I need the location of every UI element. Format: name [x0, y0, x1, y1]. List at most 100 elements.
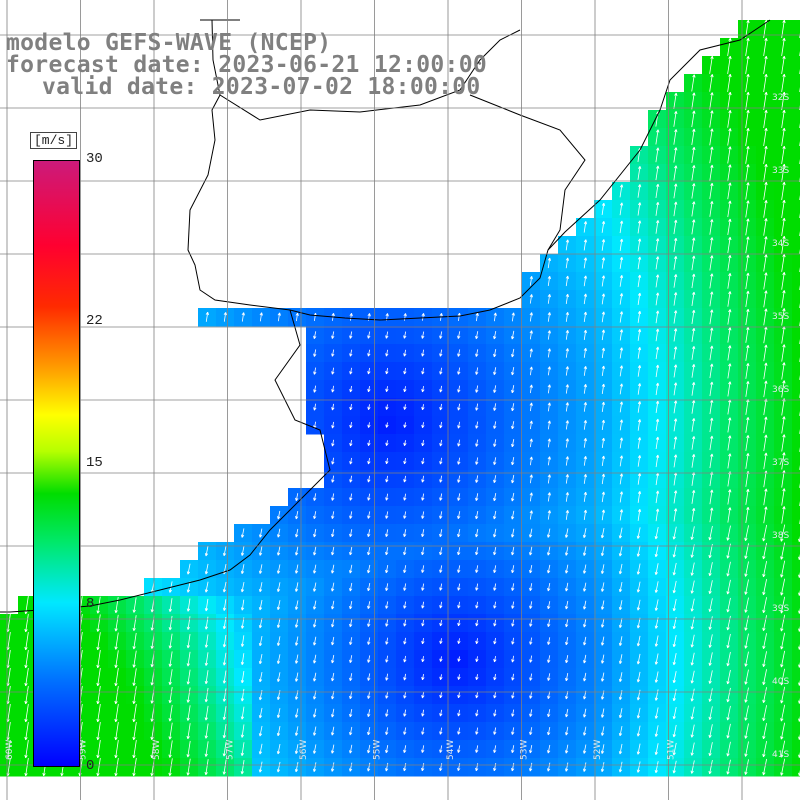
wind-arrow [385, 619, 389, 627]
wind-arrow [672, 635, 677, 648]
wind-arrow [439, 493, 443, 501]
wind-arrow [529, 420, 533, 430]
wind-arrow [673, 364, 678, 378]
wind-arrow [168, 722, 173, 740]
wind-arrow [511, 330, 515, 340]
wind-arrow [475, 349, 479, 357]
wind-arrow [673, 418, 678, 432]
wind-arrow [240, 742, 245, 756]
wind-arrow [493, 619, 497, 627]
wind-arrow [763, 236, 768, 254]
wind-arrow [331, 708, 335, 718]
wind-arrow [655, 454, 660, 468]
wind-arrow [96, 614, 101, 632]
wind-arrow [600, 708, 605, 718]
wind-arrow [654, 725, 659, 737]
wind-arrow [601, 473, 606, 485]
wind-arrow [583, 257, 588, 269]
wind-arrow [96, 686, 101, 705]
wind-arrow [529, 438, 533, 448]
wind-arrow [672, 742, 677, 756]
wind-arrow [313, 546, 317, 556]
wind-arrow [673, 110, 678, 127]
wind-arrow [511, 601, 515, 609]
wind-arrow [439, 691, 443, 699]
wind-arrow [709, 255, 714, 271]
wind-arrow [493, 421, 497, 429]
wind-arrow [762, 597, 767, 614]
wind-arrow [781, 380, 786, 398]
wind-arrow [564, 762, 569, 772]
wind-arrow [240, 564, 245, 575]
wind-arrow [600, 527, 605, 539]
wind-arrow [294, 654, 299, 664]
wind-arrow [781, 362, 786, 380]
wind-arrow [186, 616, 191, 630]
wind-arrow [421, 637, 425, 645]
wind-arrow [457, 511, 461, 520]
wind-arrow [313, 654, 317, 664]
wind-arrow [763, 416, 768, 434]
wind-arrow [493, 528, 497, 538]
wind-arrow [349, 673, 353, 682]
wind-cell [792, 146, 800, 165]
wind-arrow [367, 457, 371, 465]
wind-arrow [637, 419, 642, 431]
wind-arrow [421, 745, 425, 753]
wind-arrow [655, 382, 660, 396]
wind-arrow [636, 743, 641, 755]
wind-arrow [547, 762, 551, 772]
wind-arrow [637, 473, 642, 485]
wind-arrow [763, 163, 768, 182]
wind-arrow [636, 599, 641, 611]
lat-label: 36S [772, 385, 789, 395]
wind-arrow [745, 326, 750, 343]
wind-arrow [691, 273, 696, 289]
wind-arrow [691, 345, 696, 360]
wind-arrow [168, 704, 173, 722]
wind-arrow [565, 582, 569, 592]
wind-arrow [511, 727, 515, 735]
wind-arrow [781, 163, 786, 182]
wind-arrow [672, 724, 677, 738]
wind-arrow [403, 422, 407, 428]
wind-arrow [294, 762, 299, 773]
wind-arrow [636, 617, 641, 629]
wind-arrow [331, 654, 335, 664]
wind-arrow [619, 184, 624, 198]
wind-arrow [547, 637, 551, 645]
wind-arrow [331, 564, 335, 574]
wind-arrow [745, 435, 750, 451]
wind-arrow [727, 200, 732, 218]
wind-arrow [385, 583, 389, 591]
wind-arrow [475, 745, 479, 753]
wind-arrow [745, 506, 750, 523]
wind-arrow [583, 438, 587, 448]
wind-speed-field [0, 20, 800, 777]
wind-arrow [312, 708, 317, 718]
wind-arrow [763, 506, 768, 524]
wind-arrow [709, 128, 714, 146]
wind-arrow [726, 669, 731, 685]
wind-arrow [457, 457, 461, 465]
wind-arrow [421, 619, 425, 627]
wind-arrow [403, 457, 407, 465]
forecast-date: forecast date: 2023-06-21 12:00:00 [6, 52, 488, 78]
wind-arrow [258, 564, 263, 574]
wind-arrow [276, 618, 281, 628]
wind-cell [792, 290, 800, 309]
wind-arrow [276, 654, 281, 664]
wind-arrow [511, 745, 515, 754]
wind-arrow [673, 436, 678, 450]
wind-arrow [690, 670, 695, 684]
wind-arrow [385, 493, 389, 501]
wind-arrow [708, 634, 713, 648]
wind-arrow [295, 493, 299, 502]
wind-arrow [276, 546, 281, 556]
wind-arrow [727, 435, 732, 451]
wind-arrow [294, 600, 299, 610]
wind-arrow [403, 637, 407, 645]
wind-arrow [583, 402, 587, 412]
wind-arrow [727, 128, 732, 146]
wind-arrow [583, 491, 588, 502]
